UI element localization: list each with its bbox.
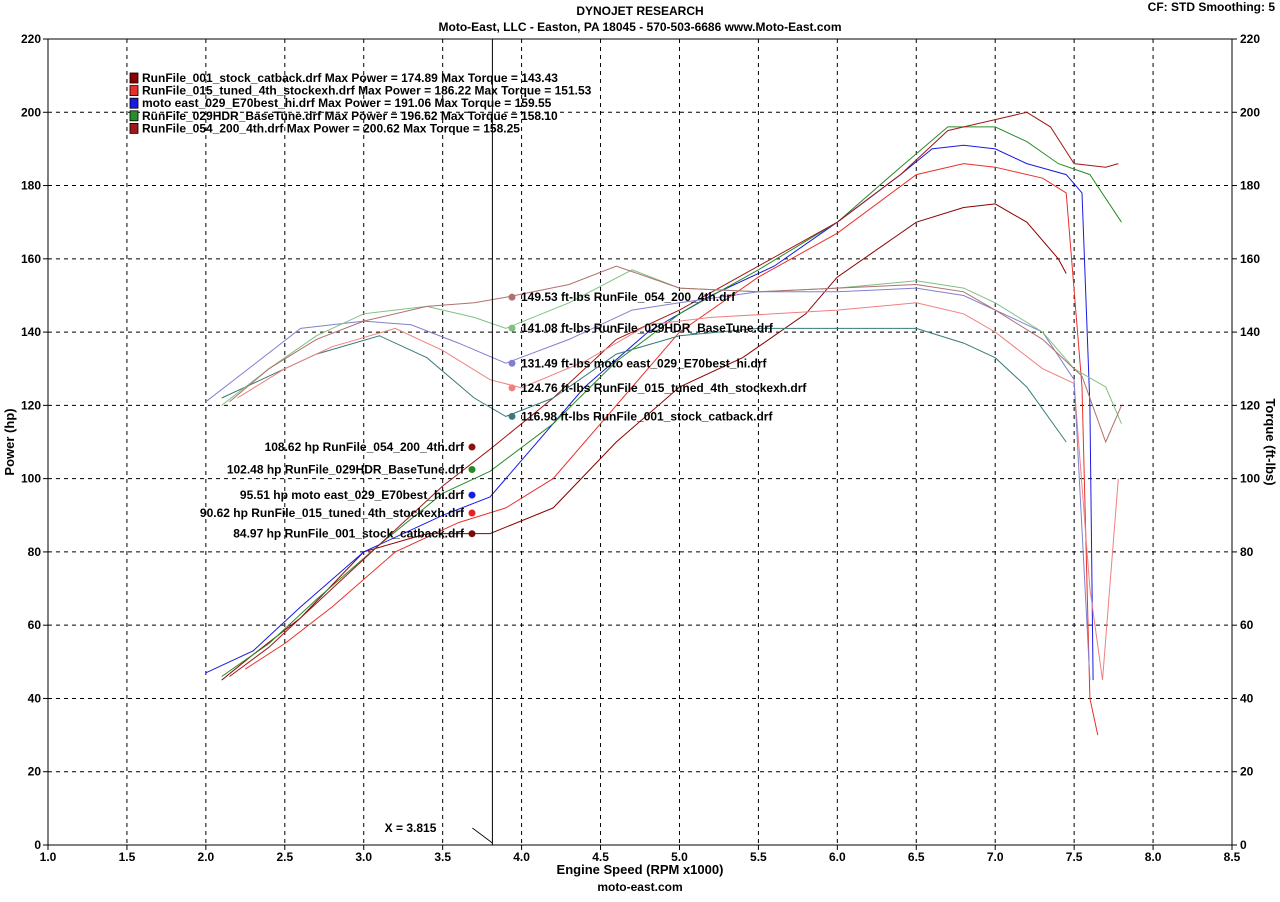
power-readout: 84.97 hp RunFile_001_stock_catback.drf: [233, 527, 465, 541]
chart-title: DYNOJET RESEARCH: [576, 4, 703, 18]
legend-swatch: [129, 123, 139, 134]
x-tick-label: 8.5: [1224, 850, 1241, 864]
torque-readout: 149.53 ft-lbs RunFile_054_200_4th.drf: [521, 290, 736, 304]
x-tick-label: 2.0: [198, 850, 215, 864]
x-tick-label: 5.5: [750, 850, 767, 864]
power-marker: [468, 530, 476, 538]
x-tick-label: 6.0: [829, 850, 846, 864]
y2-tick-label: 100: [1240, 472, 1260, 486]
legend: RunFile_001_stock_catback.drf Max Power …: [129, 71, 592, 135]
torque-curve-7: [205, 287, 1091, 681]
y2-tick-label: 200: [1240, 105, 1260, 119]
y2-tick-label: 60: [1240, 618, 1254, 632]
y-tick-label: 40: [28, 691, 42, 705]
power-readout: 90.62 hp RunFile_015_tuned_4th_stockexh.…: [200, 506, 465, 520]
legend-entry: moto east_029_E70best_hi.drf Max Power =…: [142, 96, 552, 110]
cursor-values: 108.62 hp RunFile_054_200_4th.drf 102.48 …: [200, 290, 808, 541]
footer-label: moto-east.com: [597, 880, 682, 894]
legend-swatch: [129, 72, 139, 84]
x-axis: 1.0 1.5 2.0 2.5 3.0 3.5 4.0 4.5 5.0 5.5 6.0 6.5 7.0 7…: [40, 845, 1241, 864]
y2-tick-label: 160: [1240, 252, 1260, 266]
y2-tick-label: 0: [1240, 838, 1247, 852]
y2-tick-label: 40: [1240, 691, 1254, 705]
y-tick-label: 220: [21, 32, 41, 46]
y-tick-label: 0: [34, 838, 41, 852]
legend-entry: RunFile_015_tuned_4th_stockexh.drf Max P…: [142, 84, 592, 98]
x-tick-label: 7.0: [987, 850, 1004, 864]
torque-curve-5: [221, 327, 1067, 443]
y-tick-label: 20: [28, 765, 42, 779]
y2-axis-label: Torque (ft-lbs): [1263, 398, 1278, 485]
torque-readout: 131.49 ft-lbs moto east_029_E70best_hi.d…: [521, 356, 767, 370]
legend-entry: RunFile_029HDR_BaseTune.drf Max Power = …: [142, 109, 558, 123]
y2-tick-label: 120: [1240, 398, 1260, 412]
torque-curve-9: [229, 265, 1122, 444]
y-tick-label: 120: [21, 398, 41, 412]
power-readout: 95.51 hp moto east_029_E70best_hi.drf: [240, 488, 465, 502]
power-marker: [468, 491, 476, 499]
x-tick-label: 4.5: [592, 850, 609, 864]
power-curve-2: [205, 144, 1094, 681]
y-axis-left: 0 20 40 60 80 100 120 140 160 180 200 220: [21, 32, 48, 852]
y-axis-label: Power (hp): [2, 408, 17, 475]
y-tick-label: 160: [21, 252, 41, 266]
y-tick-label: 80: [28, 545, 42, 559]
legend-entry: RunFile_001_stock_catback.drf Max Power …: [142, 71, 558, 85]
legend-entry: RunFile_054_200_4th.drf Max Power = 200.…: [142, 121, 520, 135]
x-tick-label: 3.0: [355, 850, 372, 864]
power-marker: [468, 466, 476, 474]
series-lines: [205, 111, 1122, 736]
legend-swatch: [129, 97, 139, 109]
cursor-label: X = 3.815: [385, 821, 437, 835]
y2-tick-label: 220: [1240, 32, 1260, 46]
y2-tick-label: 140: [1240, 325, 1260, 339]
torque-marker: [508, 359, 516, 367]
y-tick-label: 180: [21, 179, 41, 193]
torque-marker: [508, 324, 516, 332]
chart-subtitle: Moto-East, LLC - Easton, PA 18045 - 570-…: [439, 20, 842, 34]
x-tick-label: 2.5: [276, 850, 293, 864]
y-tick-label: 60: [28, 618, 42, 632]
y2-tick-label: 180: [1240, 179, 1260, 193]
grid: [48, 39, 1232, 845]
x-tick-label: 3.5: [434, 850, 451, 864]
torque-readout: 141.08 ft-lbs RunFile_029HDR_BaseTune.dr…: [521, 321, 774, 335]
x-tick-label: 4.0: [513, 850, 530, 864]
power-marker: [468, 443, 476, 451]
x-tick-label: 6.5: [908, 850, 925, 864]
settings-label: CF: STD Smoothing: 5: [1148, 0, 1276, 14]
torque-marker: [508, 384, 516, 392]
plot-area: [47, 38, 1233, 846]
y2-tick-label: 20: [1240, 765, 1254, 779]
x-tick-label: 5.0: [671, 850, 688, 864]
power-curve-0: [221, 203, 1067, 681]
cursor-leader: [472, 827, 493, 844]
x-tick-label: 1.5: [119, 850, 136, 864]
power-marker: [468, 509, 476, 517]
torque-readout: 116.98 ft-lbs RunFile_001_stock_catback.…: [521, 409, 773, 423]
y-tick-label: 140: [21, 325, 41, 339]
power-readout: 102.48 hp RunFile_029HDR_BaseTune.drf: [227, 463, 465, 477]
x-tick-label: 1.0: [40, 850, 57, 864]
power-curve-1: [245, 163, 1099, 736]
legend-swatch: [129, 110, 139, 122]
x-tick-label: 8.0: [1145, 850, 1162, 864]
y-axis-right: 0 20 40 60 80 100 120 140 160 180 200 220: [1232, 32, 1260, 852]
power-curve-4: [229, 111, 1119, 677]
torque-marker: [508, 293, 516, 301]
torque-curve-6: [237, 302, 1119, 681]
x-tick-label: 7.5: [1066, 850, 1083, 864]
y-tick-label: 100: [21, 472, 41, 486]
legend-swatch: [129, 85, 139, 96]
y-tick-label: 200: [21, 105, 41, 119]
y2-tick-label: 80: [1240, 545, 1254, 559]
torque-marker: [508, 412, 516, 420]
x-axis-label: Engine Speed (RPM x1000): [557, 862, 724, 877]
power-readout: 108.62 hp RunFile_054_200_4th.drf: [265, 440, 465, 454]
torque-readout: 124.76 ft-lbs RunFile_015_tuned_4th_stoc…: [521, 381, 807, 395]
